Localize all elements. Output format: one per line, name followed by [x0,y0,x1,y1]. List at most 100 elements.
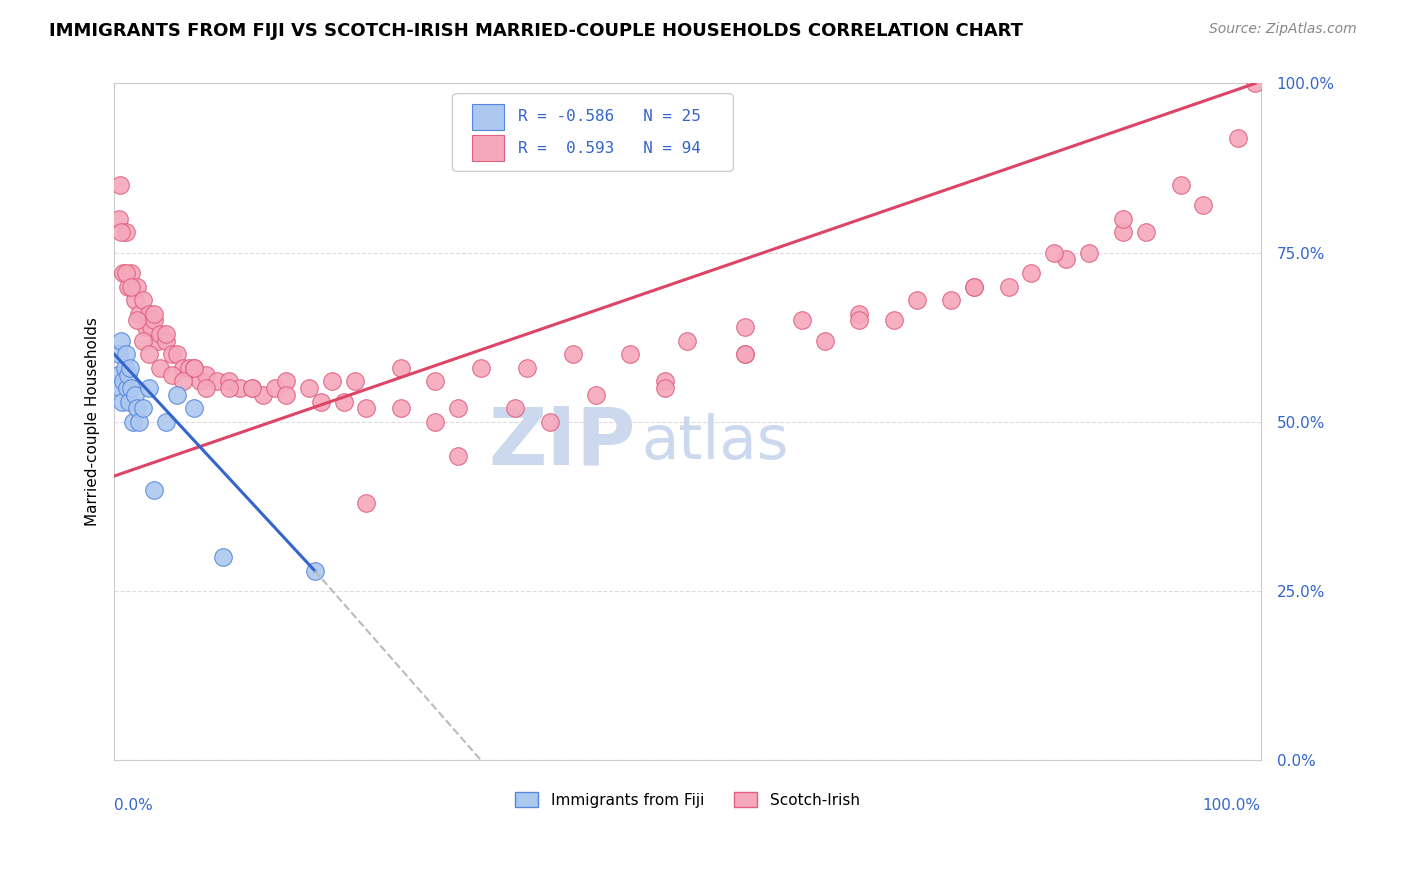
Point [146,334,169,348]
Point [252,388,274,402]
Point [848,313,870,327]
Point [124,293,146,307]
Point [1077,245,1099,260]
Point [963,279,986,293]
Y-axis label: Married-couple Households: Married-couple Households [86,318,100,526]
Point [356,401,378,416]
Point [792,313,814,327]
Point [309,394,332,409]
Point [1054,252,1077,267]
Point [561,347,583,361]
Point [734,347,756,361]
Point [218,374,240,388]
Point [128,307,150,321]
Point [128,415,150,429]
Point [155,334,177,348]
Legend: Immigrants from Fiji, Scotch-Irish: Immigrants from Fiji, Scotch-Irish [509,786,866,814]
Text: R =  0.593   N = 94: R = 0.593 N = 94 [517,141,700,156]
Point [138,307,160,321]
Point [111,394,134,409]
Point [194,368,217,382]
Point [654,381,676,395]
Point [188,374,211,388]
Point [997,279,1019,293]
Point [117,368,139,382]
Point [155,326,177,341]
Point [212,550,235,565]
Point [143,313,166,327]
Point [138,347,160,361]
Point [505,401,527,416]
Point [177,360,200,375]
Point [114,347,136,361]
Point [117,279,139,293]
Point [149,360,172,375]
Point [538,415,561,429]
Point [389,401,412,416]
Point [941,293,963,307]
Point [447,449,470,463]
Point [108,381,131,395]
Point [263,381,285,395]
Point [110,226,132,240]
Point [676,334,699,348]
Point [107,368,129,382]
Text: IMMIGRANTS FROM FIJI VS SCOTCH-IRISH MARRIED-COUPLE HOUSEHOLDS CORRELATION CHART: IMMIGRANTS FROM FIJI VS SCOTCH-IRISH MAR… [49,22,1024,40]
Point [114,226,136,240]
Point [516,360,538,375]
Point [110,334,132,348]
Point [143,307,166,321]
Point [166,388,188,402]
Point [127,313,149,327]
Text: 100.0%: 100.0% [1202,797,1261,813]
Point [1112,226,1135,240]
Point [470,360,492,375]
Point [194,381,217,395]
Point [172,360,194,375]
Point [149,326,172,341]
Point [619,347,641,361]
Bar [472,136,503,161]
Point [905,293,928,307]
Point [585,388,607,402]
Point [1112,211,1135,226]
Point [1244,77,1267,91]
Point [1226,130,1249,145]
Point [1135,226,1157,240]
Point [114,360,136,375]
FancyBboxPatch shape [453,94,734,171]
Point [425,374,447,388]
Text: R = -0.586   N = 25: R = -0.586 N = 25 [517,110,700,124]
Point [276,388,298,402]
Point [160,368,183,382]
Point [108,178,131,192]
Point [425,415,447,429]
Text: atlas: atlas [641,413,789,472]
Point [135,320,157,334]
Point [183,360,205,375]
Point [321,374,343,388]
Text: 0.0%: 0.0% [114,797,153,813]
Point [132,293,155,307]
Point [172,374,194,388]
Point [138,381,160,395]
Point [332,394,354,409]
Point [298,381,321,395]
Point [132,401,155,416]
Point [120,381,142,395]
Point [120,360,142,375]
Point [389,360,412,375]
Point [107,211,129,226]
Point [447,401,470,416]
Point [848,307,870,321]
Point [814,334,837,348]
Point [132,334,155,348]
Point [120,279,142,293]
Point [107,347,129,361]
Point [1170,178,1192,192]
Point [1043,245,1066,260]
Text: Source: ZipAtlas.com: Source: ZipAtlas.com [1209,22,1357,37]
Point [139,320,162,334]
Point [124,388,146,402]
Point [963,279,986,293]
